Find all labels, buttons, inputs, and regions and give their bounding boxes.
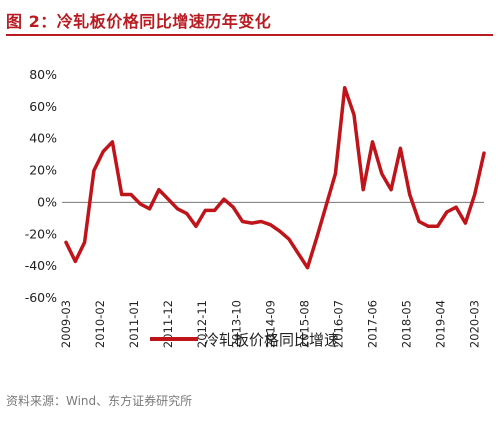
x-tick-label: 2011-01 (127, 300, 141, 348)
y-tick-label: 60% (29, 99, 57, 114)
y-tick-label: 20% (29, 163, 57, 178)
x-tick-label: 2010-02 (93, 300, 107, 348)
x-tick-label: 2016-07 (331, 300, 345, 348)
chart-title: 图 2：冷轧板价格同比增速历年变化 (6, 12, 272, 31)
x-tick-label: 2019-04 (434, 300, 448, 348)
y-tick-label: 0% (37, 194, 57, 209)
y-tick-label: 40% (29, 131, 57, 146)
y-tick-label: 80% (29, 67, 57, 82)
x-tick-label: 2020-03 (468, 300, 482, 348)
x-tick-label: 2015-08 (297, 300, 311, 348)
title-divider (6, 34, 493, 36)
y-tick-label: -60% (25, 290, 57, 305)
series-line (64, 85, 486, 270)
source-note: 资料来源：Wind、东方证券研究所 (6, 394, 193, 408)
x-tick-label: 2018-05 (400, 300, 414, 348)
x-tick-label: 2009-03 (59, 300, 73, 348)
x-tick-label: 2013-10 (229, 300, 243, 348)
y-tick-label: -40% (25, 258, 57, 273)
x-tick-label: 2011-12 (161, 300, 175, 348)
x-tick-label: 2017-06 (366, 300, 380, 348)
y-tick-label: -20% (25, 226, 57, 241)
x-tick-label: 2014-09 (263, 300, 277, 348)
line-chart: 80% 60% 40% 20% 0% -20% -40% -60%2009-03 2010-02… (25, 67, 486, 349)
x-tick-label: 2012-11 (195, 300, 209, 348)
legend-label: 冷轧板价格同比增速 (204, 331, 339, 349)
